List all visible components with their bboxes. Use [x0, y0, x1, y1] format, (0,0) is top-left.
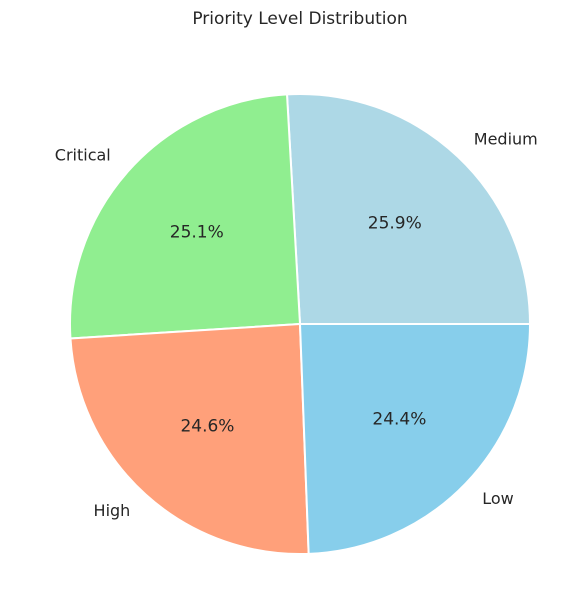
chart-title: Priority Level Distribution [192, 9, 407, 29]
pie-slice-critical [70, 94, 300, 338]
percent-label-low: 24.4% [372, 410, 426, 430]
slice-label-low: Low [482, 489, 514, 508]
slice-label-critical: Critical [55, 146, 111, 165]
pie-slice-medium [287, 94, 530, 324]
slice-label-high: High [94, 501, 131, 520]
slice-label-medium: Medium [474, 130, 538, 149]
pie-slices [70, 94, 530, 554]
percent-label-critical: 25.1% [170, 222, 224, 242]
pie-slice-low [300, 324, 530, 554]
percent-label-high: 24.6% [180, 416, 234, 436]
percent-label-medium: 25.9% [368, 214, 422, 234]
